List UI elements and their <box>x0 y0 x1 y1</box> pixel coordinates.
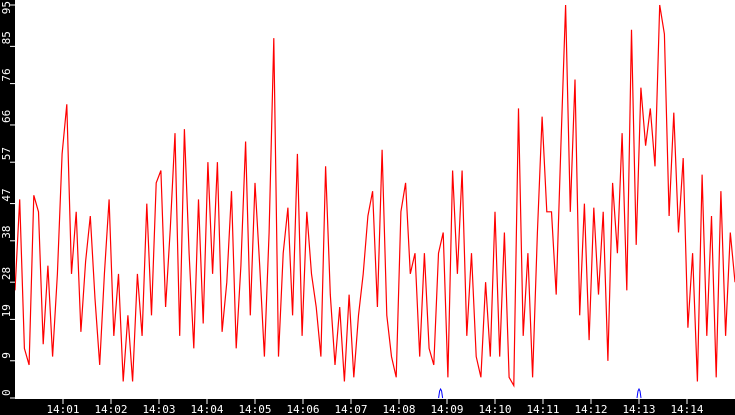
y-axis: 0 9 19 28 38 47 57 66 76 85 95 <box>0 1 15 399</box>
x-tick-label: 14:08 <box>382 403 415 415</box>
series-layer <box>14 4 735 388</box>
y-tick-label: 85 <box>0 31 13 44</box>
y-tick-label: 28 <box>0 267 13 280</box>
x-tick-label: 14:04 <box>190 403 223 415</box>
x-tick-label: 14:14 <box>670 403 703 415</box>
y-tick-label: 38 <box>0 226 13 239</box>
x-tick-label: 14:06 <box>286 403 319 415</box>
x-axis-bar <box>0 399 735 415</box>
y-tick-label: 66 <box>0 110 13 123</box>
x-tick-label: 14:13 <box>622 403 655 415</box>
y-tick-label: 47 <box>0 188 13 201</box>
x-tick-label: 14:11 <box>526 403 559 415</box>
x-tick-label: 14:07 <box>334 403 367 415</box>
y-tick-label: 95 <box>0 1 13 14</box>
x-tick-label: 14:09 <box>430 403 463 415</box>
y-axis-bar <box>0 0 15 415</box>
y-tick-label: 76 <box>0 68 13 81</box>
y-tick-label: 0 <box>0 389 13 396</box>
x-tick-label: 14:05 <box>238 403 271 415</box>
event-marker <box>438 387 444 399</box>
y-tick-label: 9 <box>0 352 13 359</box>
x-axis: 14:01 14:02 14:03 14:04 14:05 14:06 14:07 14:08… <box>46 399 704 415</box>
x-tick-label: 14:10 <box>478 403 511 415</box>
series-line <box>14 4 735 388</box>
x-tick-label: 14:01 <box>46 403 79 415</box>
plot-area <box>15 0 735 399</box>
x-tick-label: 14:03 <box>142 403 175 415</box>
y-tick-label: 57 <box>0 147 13 160</box>
y-tick-label: 19 <box>0 304 13 317</box>
event-marker <box>636 387 642 399</box>
x-tick-label: 14:02 <box>94 403 127 415</box>
x-tick-label: 14:12 <box>574 403 607 415</box>
marker-layer <box>438 387 642 399</box>
